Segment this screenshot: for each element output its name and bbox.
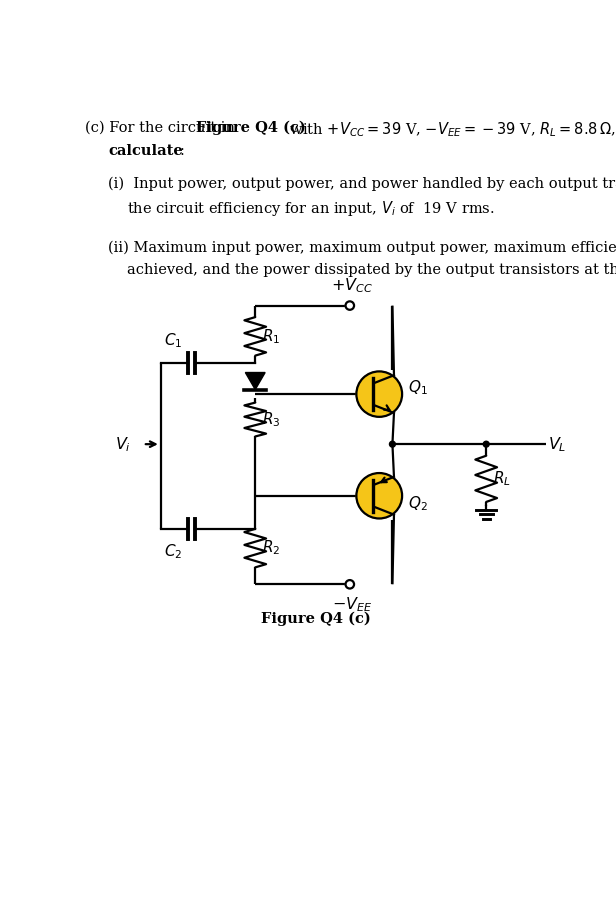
Text: $Q_2$: $Q_2$ xyxy=(408,494,428,513)
Text: $R_2$: $R_2$ xyxy=(262,539,280,557)
Text: achieved, and the power dissipated by the output transistors at this voltage.: achieved, and the power dissipated by th… xyxy=(128,263,616,277)
Text: (i)  Input power, output power, and power handled by each output transistor and: (i) Input power, output power, and power… xyxy=(108,176,616,191)
Text: calculate: calculate xyxy=(108,144,183,158)
Text: with $+V_{CC}=39$ V, $-V_{EE}=-39$ V, $R_L=8.8\,\Omega$,: with $+V_{CC}=39$ V, $-V_{EE}=-39$ V, $R… xyxy=(285,121,615,139)
Text: $R_1$: $R_1$ xyxy=(262,327,280,346)
Text: $C_2$: $C_2$ xyxy=(164,542,182,560)
Polygon shape xyxy=(245,373,265,390)
Text: the circuit efficiency for an input, $V_i$ of  19 V rms.: the circuit efficiency for an input, $V_… xyxy=(128,199,495,219)
Text: $R_L$: $R_L$ xyxy=(493,470,511,488)
Text: Figure Q4 (c): Figure Q4 (c) xyxy=(197,121,306,135)
Text: $R_3$: $R_3$ xyxy=(262,410,281,429)
Text: Figure Q4 (c): Figure Q4 (c) xyxy=(261,612,371,627)
Circle shape xyxy=(357,473,402,519)
Text: $V_i$: $V_i$ xyxy=(115,435,131,453)
Text: :: : xyxy=(179,144,184,158)
Text: (c) For the circuit in: (c) For the circuit in xyxy=(85,121,240,135)
Circle shape xyxy=(346,580,354,589)
Text: (ii) Maximum input power, maximum output power, maximum efficiency: (ii) Maximum input power, maximum output… xyxy=(108,240,616,255)
Text: $Q_1$: $Q_1$ xyxy=(408,378,428,397)
Circle shape xyxy=(484,441,489,447)
Text: $+V_{CC}$: $+V_{CC}$ xyxy=(331,276,373,294)
Text: $-V_{EE}$: $-V_{EE}$ xyxy=(332,595,372,614)
Circle shape xyxy=(357,371,402,417)
Text: $C_1$: $C_1$ xyxy=(164,331,182,350)
Text: $V_L$: $V_L$ xyxy=(548,435,567,453)
Circle shape xyxy=(346,301,354,310)
Circle shape xyxy=(389,441,395,447)
